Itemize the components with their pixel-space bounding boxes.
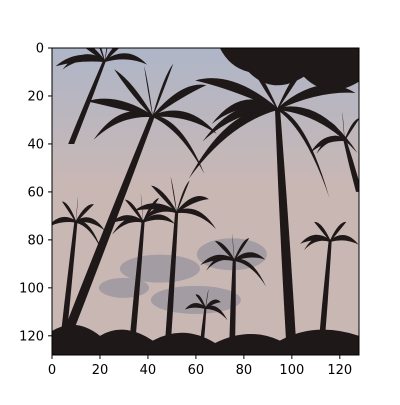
cloud bbox=[98, 277, 149, 298]
palm-trunk bbox=[317, 239, 332, 355]
palm-frond bbox=[62, 54, 105, 70]
palm-frond bbox=[232, 233, 235, 262]
x-tick-label: 40 bbox=[140, 363, 157, 378]
palm-frond bbox=[114, 69, 153, 118]
palm-frond bbox=[195, 78, 278, 110]
palm-frond bbox=[316, 135, 345, 154]
palm-frond bbox=[234, 258, 267, 287]
x-tick-label: 20 bbox=[92, 363, 109, 378]
y-axis: 0 20 40 60 80 100 120 bbox=[19, 42, 52, 344]
palm-tree-left bbox=[52, 196, 105, 355]
palm-frond bbox=[112, 217, 144, 235]
palm-frond bbox=[330, 235, 359, 245]
palm-frond bbox=[99, 48, 105, 62]
palm-frond bbox=[104, 48, 120, 62]
palm-frond bbox=[75, 217, 105, 231]
palm-frond bbox=[214, 241, 235, 262]
palm-frond bbox=[303, 236, 331, 251]
palm-frond bbox=[234, 252, 266, 262]
palm-frond bbox=[205, 305, 228, 321]
palm-frond bbox=[325, 121, 345, 142]
y-tick-label: 40 bbox=[27, 137, 44, 152]
palm-trunk bbox=[343, 139, 359, 192]
y-tick-label: 0 bbox=[36, 42, 44, 57]
palm-frond bbox=[176, 196, 209, 214]
palm-trunk bbox=[54, 115, 156, 355]
palm-frond bbox=[170, 176, 177, 214]
palm-frond bbox=[152, 110, 217, 134]
palm-frond bbox=[195, 294, 206, 310]
palm-frond bbox=[314, 221, 331, 242]
palm-frond bbox=[52, 216, 76, 226]
palm-frond bbox=[152, 84, 207, 118]
palm-trunk bbox=[68, 59, 107, 144]
y-tick-label: 120 bbox=[19, 329, 44, 344]
cloud bbox=[150, 285, 241, 314]
image-area bbox=[52, 48, 359, 355]
palm-frond bbox=[202, 104, 278, 142]
palm-tree-right-edge bbox=[310, 111, 359, 192]
palm-frond bbox=[205, 299, 221, 310]
palm-frond bbox=[330, 221, 347, 242]
y-tick-label: 100 bbox=[19, 281, 44, 296]
palm-frond bbox=[277, 106, 358, 153]
palm-frond bbox=[342, 111, 345, 142]
palm-frond bbox=[152, 63, 174, 118]
palm-trunk bbox=[274, 107, 297, 355]
palm-frond bbox=[141, 206, 177, 224]
palm-tree-topleft bbox=[55, 48, 148, 144]
palm-frond bbox=[75, 220, 102, 251]
palm-tree-mid-left bbox=[110, 192, 175, 355]
palm-frond bbox=[277, 84, 356, 110]
palm-frond bbox=[110, 215, 144, 224]
palm-tree-right bbox=[300, 221, 359, 355]
foliage-top-right bbox=[219, 48, 359, 91]
axes-frame bbox=[51, 47, 360, 356]
palm-tree-center bbox=[200, 233, 267, 355]
x-tick-label: 60 bbox=[188, 363, 205, 378]
x-axis: 0 20 40 60 80 100 120 bbox=[48, 355, 352, 378]
palm-tree-leaning bbox=[54, 63, 217, 355]
palm-frond bbox=[144, 65, 153, 118]
palm-frond bbox=[140, 192, 144, 223]
palm-frond bbox=[93, 111, 153, 140]
x-tick-label: 0 bbox=[48, 363, 56, 378]
foliage-bottom bbox=[52, 324, 359, 355]
palm-frond bbox=[104, 53, 148, 65]
palm-frond bbox=[184, 303, 206, 310]
palm-frond bbox=[151, 185, 177, 214]
palm-frond bbox=[176, 208, 217, 230]
palm-tree-mid bbox=[134, 176, 217, 355]
y-tick-label: 20 bbox=[27, 89, 44, 104]
palm-frond bbox=[104, 48, 108, 62]
palm-trunk bbox=[58, 220, 78, 355]
y-tick-label: 60 bbox=[27, 185, 44, 200]
palm-frond bbox=[75, 204, 94, 223]
palm-trunk bbox=[228, 259, 236, 355]
x-tick-label: 100 bbox=[279, 363, 304, 378]
palm-frond bbox=[206, 255, 235, 271]
x-tick-label: 120 bbox=[327, 363, 352, 378]
palm-trunk bbox=[164, 211, 179, 355]
x-tick-label: 80 bbox=[236, 363, 253, 378]
palm-frond bbox=[75, 196, 79, 223]
palm-frond bbox=[143, 214, 175, 224]
y-tick-label: 80 bbox=[27, 233, 44, 248]
palm-trunk bbox=[128, 220, 145, 355]
palm-frond bbox=[344, 118, 359, 142]
palm-frond bbox=[205, 289, 209, 310]
